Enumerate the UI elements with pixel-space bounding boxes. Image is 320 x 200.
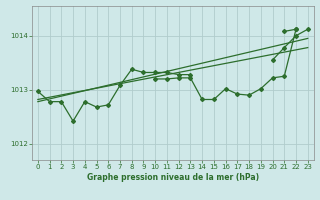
X-axis label: Graphe pression niveau de la mer (hPa): Graphe pression niveau de la mer (hPa) (87, 173, 259, 182)
